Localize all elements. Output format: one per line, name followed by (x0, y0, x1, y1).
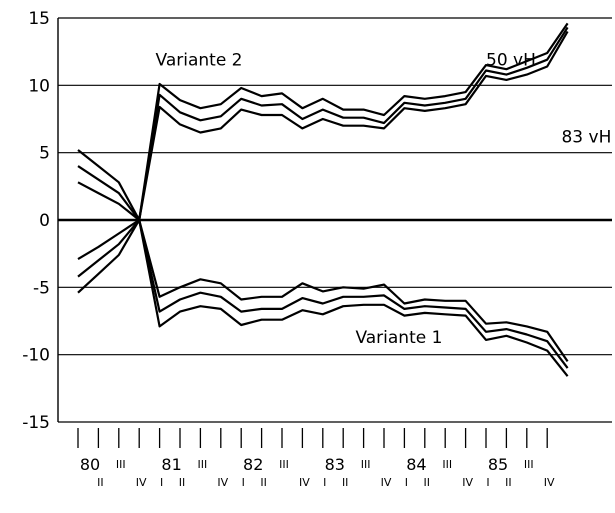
x-quarter-label: II (342, 476, 349, 489)
y-tick-label: -10 (22, 346, 50, 366)
x-year-label: 83 (325, 455, 345, 474)
x-quarter-label: III (361, 458, 371, 471)
x-year-label: 85 (488, 455, 508, 474)
x-quarter-label: I (405, 476, 408, 489)
x-quarter-label: IV (381, 476, 392, 489)
x-quarter-label: II (97, 476, 104, 489)
x-quarter-label: IV (462, 476, 473, 489)
x-quarter-label: I (486, 476, 489, 489)
series-line-variante-2-2 (77, 26, 569, 222)
x-quarter-label: II (260, 476, 267, 489)
y-tick-label: 15 (28, 9, 50, 29)
annotation-label: 83 vH (561, 128, 611, 148)
x-quarter-label: III (279, 458, 289, 471)
x-year-label: 82 (243, 455, 263, 474)
x-quarter-label: IV (217, 476, 228, 489)
y-tick-label: 5 (39, 144, 50, 164)
y-tick-labels: -15 -10 -5 0 5 10 15 (22, 9, 50, 433)
x-year-label: 80 (80, 455, 100, 474)
x-quarter-label: II (505, 476, 512, 489)
y-tick-label: 10 (28, 76, 50, 96)
x-quarter-label: I (160, 476, 163, 489)
x-quarter-label: I (323, 476, 326, 489)
x-quarter-label: III (524, 458, 534, 471)
x-quarter-label: III (442, 458, 452, 471)
x-quarter-label: II (179, 476, 186, 489)
y-tick-label: -15 (22, 413, 50, 433)
series-lines (77, 22, 569, 377)
x-quarter-label: IV (299, 476, 310, 489)
x-quarter-label: IV (544, 476, 555, 489)
x-quarter-label: IV (136, 476, 147, 489)
x-year-label: 84 (406, 455, 426, 474)
annotation-label: Variante 2 (156, 51, 243, 71)
series-line-variante-2-1 (77, 22, 569, 222)
series-line-variante-1-3 (77, 218, 569, 377)
series-line-variante-2-3 (77, 30, 569, 222)
x-quarter-label: III (116, 458, 126, 471)
series-line-variante-1-1 (77, 218, 569, 363)
x-quarter-label: I (242, 476, 245, 489)
x-quarter-label: III (198, 458, 208, 471)
x-year-label: 81 (161, 455, 181, 474)
y-tick-label: 0 (39, 211, 50, 231)
grid-lines (58, 17, 612, 423)
y-tick-label: -5 (33, 278, 50, 298)
x-quarter-label: II (424, 476, 431, 489)
annotation-label: 50 vH (486, 51, 536, 71)
series-line-variante-1-2 (77, 218, 569, 369)
annotation-label: Variante 1 (355, 328, 442, 348)
